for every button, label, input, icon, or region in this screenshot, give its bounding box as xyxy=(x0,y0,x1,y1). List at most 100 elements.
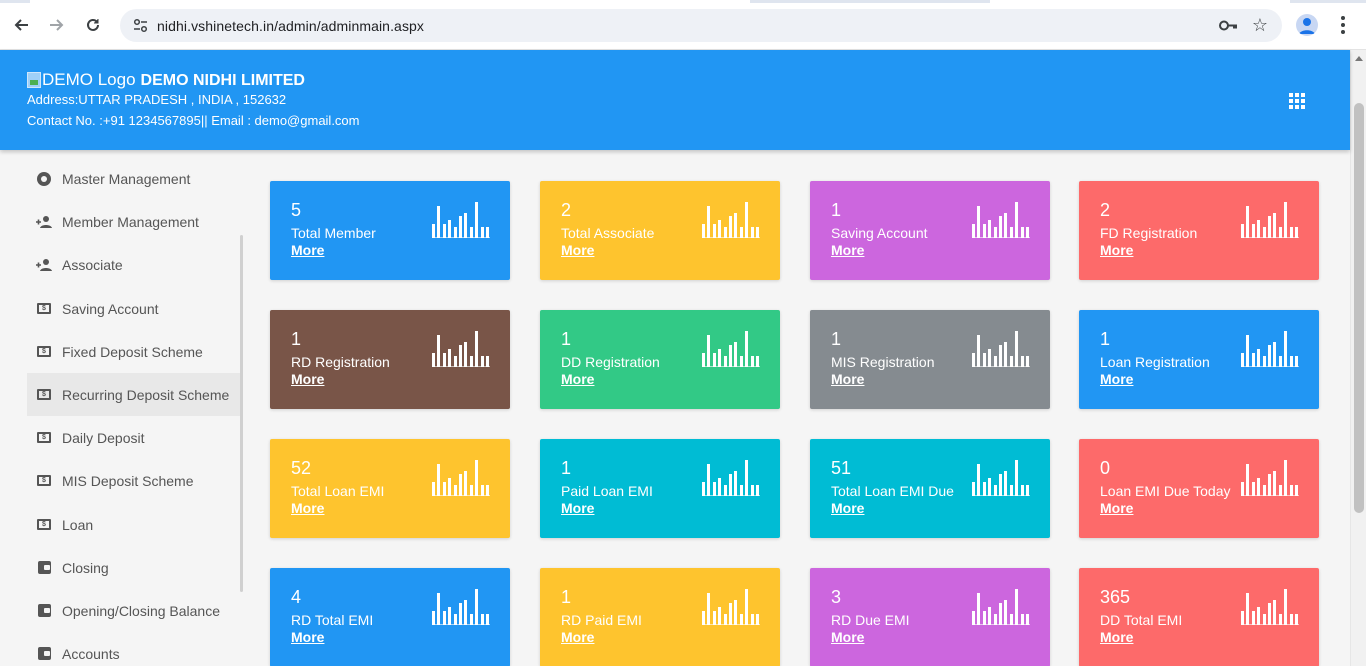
sparkline-bar xyxy=(1284,202,1288,238)
bookmark-star-icon[interactable]: ☆ xyxy=(1251,15,1268,36)
sparkline-bar xyxy=(734,342,738,367)
sparkline-bar xyxy=(739,227,743,238)
wallet-icon xyxy=(36,647,52,661)
reload-icon[interactable] xyxy=(82,14,104,36)
sparkline-bar xyxy=(977,206,981,238)
stat-label: MIS Registration xyxy=(831,354,935,370)
sparkline-bars-icon xyxy=(702,331,762,367)
more-link[interactable]: More xyxy=(831,371,865,387)
person-add-icon xyxy=(36,258,52,272)
apps-grid-icon[interactable] xyxy=(1289,93,1305,109)
tab-active[interactable] xyxy=(30,0,750,3)
sparkline-bar xyxy=(480,227,484,238)
money-icon: $ xyxy=(36,345,52,359)
sparkline-bar xyxy=(729,345,732,367)
sparkline-bar xyxy=(999,603,1002,625)
more-link[interactable]: More xyxy=(1100,629,1134,645)
sparkline-bar xyxy=(1026,227,1029,238)
sidebar-item[interactable]: Master Management xyxy=(27,157,241,200)
stat-card: 1 Saving Account More xyxy=(810,181,1050,280)
sparkline-bar xyxy=(1015,202,1019,238)
sidebar-item[interactable]: Associate xyxy=(27,243,241,286)
more-link[interactable]: More xyxy=(831,242,865,258)
more-link[interactable]: More xyxy=(291,371,325,387)
sparkline-bar xyxy=(475,589,479,625)
more-link[interactable]: More xyxy=(561,242,595,258)
sidebar-item[interactable]: Closing xyxy=(27,546,241,589)
sidebar-item[interactable]: $ Fixed Deposit Scheme xyxy=(27,330,241,373)
sparkline-bar xyxy=(972,482,975,496)
company-logo[interactable]: DEMO Logo xyxy=(27,70,136,90)
stat-card: 52 Total Loan EMI More xyxy=(270,439,510,538)
more-link[interactable]: More xyxy=(561,629,595,645)
address-bar[interactable]: nidhi.vshinetech.in/admin/adminmain.aspx… xyxy=(120,9,1282,42)
scrollbar-thumb[interactable] xyxy=(1354,103,1364,513)
sparkline-bar xyxy=(453,356,457,367)
sidebar-item-label: Member Management xyxy=(62,213,199,230)
sparkline-bar xyxy=(1295,356,1298,367)
company-address: Address:UTTAR PRADESH , INDIA , 152632 xyxy=(27,92,287,107)
sidebar-item[interactable]: $ Saving Account xyxy=(27,287,241,330)
url-text[interactable]: nidhi.vshinetech.in/admin/adminmain.aspx xyxy=(157,18,425,34)
sidebar-item[interactable]: Accounts xyxy=(27,632,241,666)
sparkline-bar xyxy=(442,224,446,238)
sparkline-bar xyxy=(453,614,457,625)
profile-avatar-icon[interactable] xyxy=(1296,14,1318,36)
arrow-forward-icon[interactable] xyxy=(46,14,68,36)
sparkline-bar xyxy=(432,482,435,496)
more-link[interactable]: More xyxy=(561,371,595,387)
more-link[interactable]: More xyxy=(831,500,865,516)
scroll-up-icon[interactable] xyxy=(1355,56,1363,61)
more-link[interactable]: More xyxy=(1100,500,1134,516)
sidebar-scrollbar[interactable] xyxy=(240,235,243,592)
sparkline-bar xyxy=(1020,227,1024,238)
sparkline-bar xyxy=(1004,213,1008,238)
company-contact: Contact No. :+91 1234567895|| Email : de… xyxy=(27,113,360,128)
sparkline-bar xyxy=(723,356,727,367)
sparkline-bar xyxy=(464,471,468,496)
stat-count: 1 xyxy=(291,329,302,349)
sparkline-bar xyxy=(1251,353,1255,367)
sidebar-item[interactable]: $ Recurring Deposit Scheme xyxy=(27,373,241,416)
more-link[interactable]: More xyxy=(291,242,325,258)
sparkline-bar xyxy=(1246,206,1250,238)
sidebar-item[interactable]: $ MIS Deposit Scheme xyxy=(27,459,241,502)
password-key-icon[interactable] xyxy=(1218,17,1238,34)
more-link[interactable]: More xyxy=(1100,242,1134,258)
more-link[interactable]: More xyxy=(291,629,325,645)
sparkline-bar xyxy=(1278,485,1282,496)
more-link[interactable]: More xyxy=(1100,371,1134,387)
sparkline-bar xyxy=(1026,485,1029,496)
browser-menu-icon[interactable] xyxy=(1336,14,1350,36)
sparkline-bar xyxy=(459,474,462,496)
more-link[interactable]: More xyxy=(561,500,595,516)
sparkline-bar xyxy=(480,356,484,367)
sidebar-item[interactable]: $ Daily Deposit xyxy=(27,416,241,459)
arrow-back-icon[interactable] xyxy=(10,14,32,36)
sidebar-item[interactable]: Opening/Closing Balance xyxy=(27,589,241,632)
sidebar-item[interactable]: Member Management xyxy=(27,200,241,243)
sparkline-bar xyxy=(1284,331,1288,367)
stat-count: 3 xyxy=(831,587,842,607)
sparkline-bar xyxy=(1246,335,1250,367)
tab-other[interactable] xyxy=(990,0,1290,3)
sparkline-bar xyxy=(1257,349,1261,367)
sparkline-bar xyxy=(448,607,452,625)
sparkline-bar xyxy=(1278,227,1282,238)
stat-card: 5 Total Member More xyxy=(270,181,510,280)
money-icon: $ xyxy=(36,302,52,316)
sidebar-item-label: Accounts xyxy=(62,645,120,662)
sparkline-bars-icon xyxy=(432,460,492,496)
sparkline-bar xyxy=(1026,614,1029,625)
sparkline-bar xyxy=(1268,474,1271,496)
sidebar-item[interactable]: $ Loan xyxy=(27,503,241,546)
sparkline-bar xyxy=(1257,607,1261,625)
more-link[interactable]: More xyxy=(291,500,325,516)
stat-card: 0 Loan EMI Due Today More xyxy=(1079,439,1319,538)
page-scrollbar[interactable] xyxy=(1350,50,1366,666)
sparkline-bar xyxy=(1015,331,1019,367)
sparkline-bar xyxy=(750,485,754,496)
site-info-icon[interactable] xyxy=(132,17,149,34)
stat-label: Loan Registration xyxy=(1100,354,1210,370)
more-link[interactable]: More xyxy=(831,629,865,645)
